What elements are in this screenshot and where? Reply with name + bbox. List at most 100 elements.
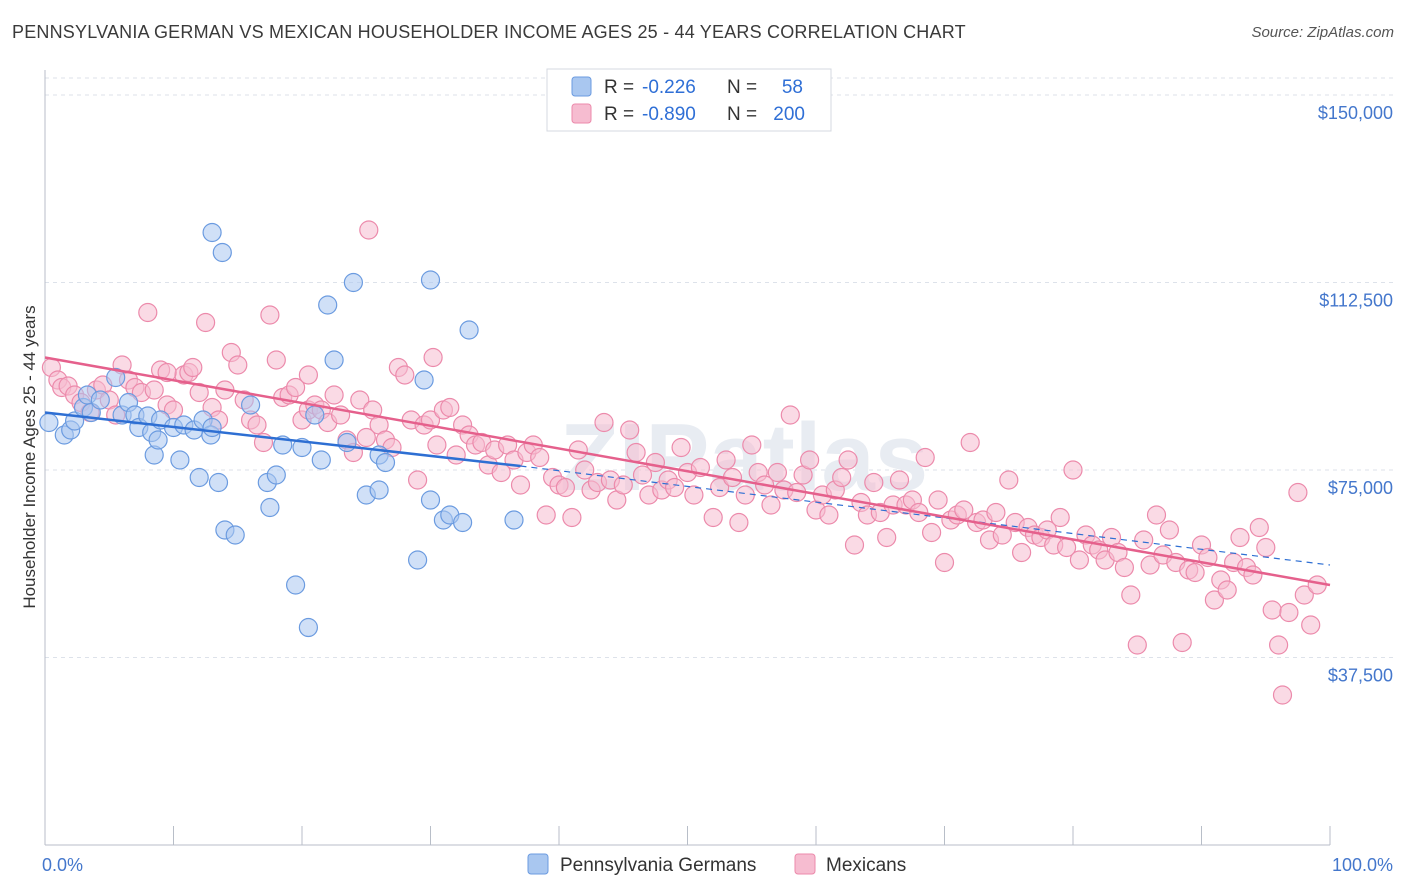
mexicans-point: [1185, 562, 1205, 583]
pennsylvania-germans-point: [170, 450, 190, 470]
mexicans-point: [1146, 505, 1167, 525]
pennsylvania-germans-point: [148, 430, 168, 450]
pennsylvania-germans-point: [298, 617, 318, 638]
chart-source: Source: ZipAtlas.com: [1251, 24, 1394, 41]
mexicans-point: [889, 470, 910, 490]
mexicans-points: [41, 220, 1327, 705]
mexicans-point: [664, 477, 685, 498]
mexicans-point: [832, 467, 852, 488]
mexicans-point: [1288, 482, 1308, 503]
chart-title: PENNSYLVANIA GERMAN VS MEXICAN HOUSEHOLD…: [12, 22, 966, 42]
mexicans-point: [247, 415, 267, 435]
legend-box: [546, 68, 832, 132]
pennsylvania-germans-point: [408, 550, 428, 570]
mexicans-point: [877, 527, 897, 548]
pennsylvania-germans-point: [324, 350, 344, 370]
pennsylvania-germans-point: [39, 412, 59, 433]
mexicans-point: [928, 490, 948, 510]
legend-r-value-1: -0.226: [642, 77, 696, 98]
mexicans-point: [510, 475, 531, 495]
mexicans-point: [408, 470, 428, 490]
mexicans-point: [157, 362, 177, 383]
axes: [44, 70, 1331, 846]
mexicans-point: [671, 437, 691, 458]
mexicans-point: [1217, 580, 1237, 600]
mexicans-point: [632, 465, 653, 485]
legend-r-label-1: R =: [604, 77, 634, 98]
mexicans-point: [999, 470, 1019, 490]
pennsylvania-germans-point: [202, 417, 222, 438]
pennsylvania-germans-point: [343, 272, 363, 293]
mexicans-point: [446, 445, 466, 465]
mexicans-point: [742, 435, 762, 455]
pennsylvania-germans-point: [202, 222, 222, 243]
mexicans-point: [819, 505, 839, 525]
pennsylvania-germans-point: [266, 465, 286, 485]
series-legend: Pennsylvania Germans Mexicans: [527, 853, 906, 876]
pennsylvania-germans-trend-extension: [520, 465, 1331, 566]
pennsylvania-germans-point: [189, 467, 209, 488]
mexicans-point: [960, 432, 980, 453]
mexicans-point: [1272, 685, 1293, 705]
y-tick-label-2: $112,500: [1319, 291, 1393, 311]
pennsylvania-germans-point: [212, 242, 232, 263]
pennsylvania-germans-point: [311, 450, 331, 470]
mexicans-point: [1256, 537, 1276, 558]
y-axis-label: Householder Income Ages 25 - 44 years: [20, 305, 39, 608]
series-label-pennsylvania-germans: Pennsylvania Germans: [560, 855, 756, 876]
mexicans-point: [709, 477, 730, 498]
mexicans-point: [144, 380, 164, 400]
mexicans-point: [613, 475, 633, 495]
pennsylvania-germans-point: [375, 452, 396, 473]
mexicans-point: [138, 302, 158, 323]
series-label-mexicans: Mexicans: [826, 855, 906, 876]
mexicans-point: [196, 312, 216, 333]
mexicans-point: [915, 447, 935, 468]
pennsylvania-germans-point: [337, 432, 357, 453]
mexicans-point: [799, 450, 820, 470]
mexicans-point: [1230, 527, 1250, 548]
mexicans-point: [359, 220, 379, 240]
mexicans-point: [350, 390, 370, 410]
mexicans-point: [620, 420, 640, 440]
mexicans-point: [735, 485, 755, 505]
mexicans-point: [1262, 600, 1282, 620]
mexicans-point: [1249, 517, 1269, 538]
pennsylvania-germans-point: [414, 370, 434, 390]
y-tick-label-1: $75,000: [1328, 478, 1393, 498]
legend-n-value-1: 58: [782, 77, 803, 98]
mexicans-point: [986, 502, 1006, 523]
legend-swatch-blue: [571, 76, 592, 97]
pennsylvania-germans-point: [420, 270, 441, 290]
mexicans-point: [594, 412, 614, 433]
pennsylvania-germans-point: [453, 512, 473, 533]
correlation-legend: R = -0.226 N = 58 R = -0.890 N = 200: [546, 68, 832, 132]
mexicans-point: [356, 427, 376, 448]
mexicans-point: [838, 450, 858, 470]
mexicans-point: [761, 495, 781, 515]
mexicans-point: [716, 450, 736, 470]
mexicans-point: [395, 365, 415, 385]
legend-n-label-2: N =: [727, 104, 757, 125]
mexicans-point: [530, 447, 550, 468]
mexicans-point: [1294, 585, 1314, 605]
mexicans-point: [1301, 615, 1321, 635]
mexicans-point: [1140, 555, 1160, 575]
pennsylvania-germans-trend-line: [44, 411, 521, 468]
mexicans-point: [324, 385, 344, 405]
pennsylvania-germans-point: [90, 390, 110, 410]
mexicans-point: [1063, 460, 1083, 480]
mexicans-point: [1159, 520, 1180, 540]
pennsylvania-germans-point: [286, 575, 306, 595]
mexicans-point: [562, 507, 582, 528]
mexicans-point: [536, 505, 556, 525]
pennsylvania-germans-point: [420, 490, 441, 510]
mexicans-point: [844, 535, 865, 555]
mexicans-point: [1050, 507, 1070, 528]
legend-n-value-2: 200: [773, 104, 805, 125]
pennsylvania-germans-point: [318, 295, 338, 315]
mexicans-point: [1069, 550, 1090, 570]
mexicans-point: [1204, 590, 1225, 610]
axis-labels: $37,500 $75,000 $112,500 $150,000 0.0% 100.0%…: [20, 103, 1393, 875]
mexicans-point: [1011, 542, 1032, 563]
